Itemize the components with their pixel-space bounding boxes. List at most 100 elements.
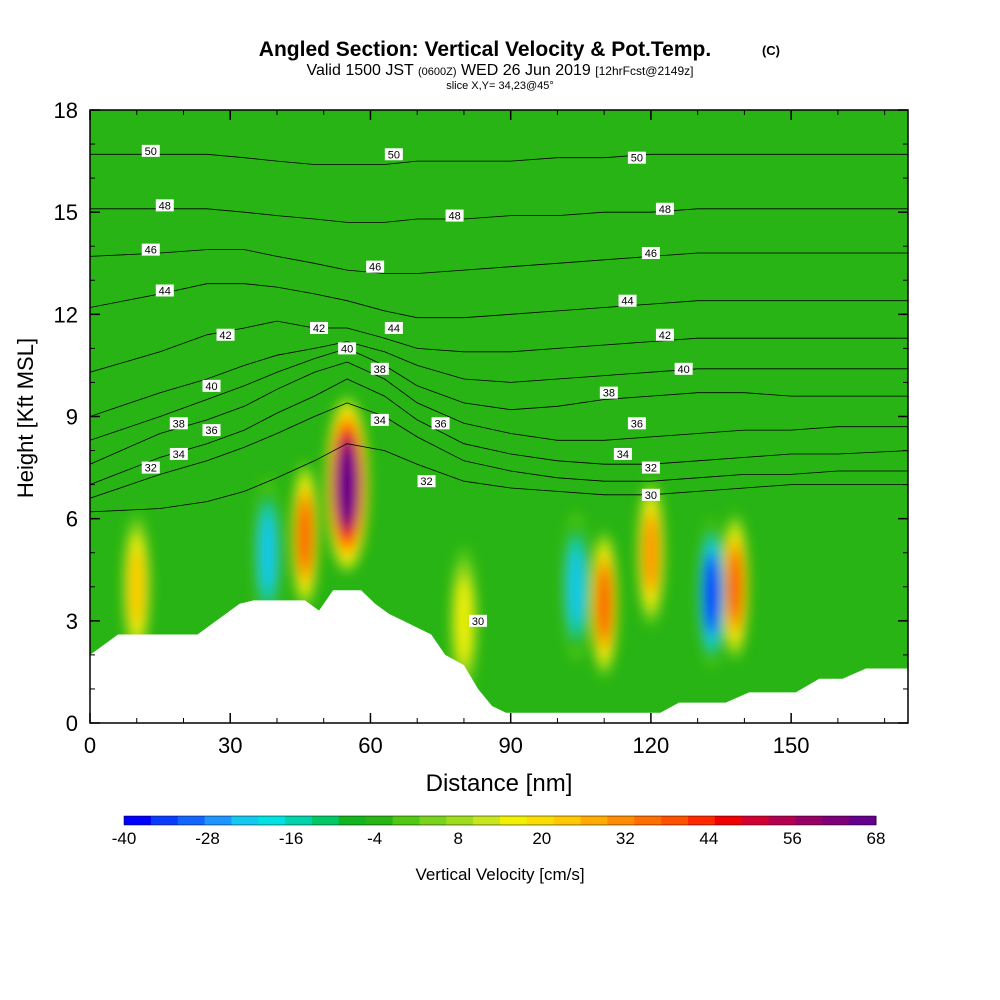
contour-label-text: 44	[388, 323, 400, 335]
contour-label-text: 36	[205, 425, 217, 437]
contour-label-box	[202, 379, 221, 392]
contour-label-box	[641, 488, 660, 501]
x-tick-label: 150	[773, 733, 810, 758]
contour-labels: 50 50 50 48 48 48 46 46 46 44 44 44 42 42 42 40 40 40 38 38…	[141, 144, 693, 628]
contour-label: 34	[169, 447, 188, 461]
contour-label-text: 50	[631, 153, 643, 165]
colorbar-swatch	[688, 816, 716, 825]
contour-label-box	[202, 424, 221, 437]
contour-label-text: 42	[313, 323, 325, 335]
contour-label-text: 32	[645, 463, 657, 475]
valid-time-line: Valid 1500 JST (0600Z) WED 26 Jun 2019 […	[306, 62, 693, 79]
colorbar-swatch	[580, 816, 608, 825]
velocity-cell	[337, 447, 357, 522]
contour-label: 48	[445, 209, 464, 223]
x-axis-label: Distance [nm]	[426, 770, 573, 797]
isentrope-line	[90, 283, 908, 319]
contour-label-box	[366, 260, 385, 273]
colorbar-swatch	[312, 816, 340, 825]
valid-utc: (0600Z)	[418, 66, 457, 78]
isentrope-line	[90, 208, 908, 223]
colorbar-swatch	[392, 816, 420, 825]
colorbar-tick-label: -16	[279, 829, 304, 848]
contour-label: 38	[370, 362, 389, 376]
contour-label: 32	[141, 461, 160, 475]
contour-label: 34	[370, 413, 389, 427]
velocity-cell	[568, 548, 584, 626]
colorbar-swatch	[741, 816, 770, 825]
contour-label-box	[445, 209, 464, 222]
colorbar-swatch	[553, 816, 582, 825]
contour-label-text: 42	[219, 330, 231, 342]
colorbar-swatch	[607, 816, 635, 825]
contour-label-text: 50	[145, 146, 157, 158]
colorbar-tick-label: 68	[867, 829, 886, 848]
contour-label-text: 30	[645, 490, 657, 502]
contour-label-box	[141, 243, 160, 256]
contour-label-text: 34	[617, 449, 629, 461]
colorbar-tick-label: 44	[699, 829, 718, 848]
slice-info: slice X,Y= 34,23@45°	[446, 80, 554, 92]
contour-label: 46	[366, 260, 385, 274]
velocity-cell	[129, 548, 144, 626]
contour-label-box	[655, 202, 674, 215]
contour-label-box	[384, 148, 403, 161]
colorbar-tick-label: 20	[532, 829, 551, 848]
contour-label: 36	[431, 417, 450, 430]
y-tick-label: 3	[66, 609, 78, 634]
y-tick-label: 18	[54, 98, 78, 123]
contour-label-box	[431, 417, 450, 430]
contour-label: 50	[141, 144, 160, 158]
contour-label: 38	[169, 417, 188, 430]
velocity-cell	[597, 569, 611, 639]
contour-label: 44	[384, 321, 403, 335]
contour-label-box	[618, 294, 637, 307]
contour-label-text: 40	[678, 364, 690, 376]
contour-label-box	[674, 362, 693, 375]
isentrope-line	[90, 443, 908, 513]
contour-label-text: 34	[173, 449, 185, 461]
contour-label-text: 36	[631, 418, 643, 430]
colorbar-swatch	[231, 816, 259, 825]
colorbar-tick-label: 8	[453, 829, 462, 848]
contour-label-text: 36	[434, 418, 446, 430]
contour-label-text: 46	[645, 248, 657, 260]
contour-label-box	[370, 362, 389, 375]
colorbar-frame	[123, 815, 877, 826]
contour-label-text: 46	[369, 262, 381, 274]
contour-label: 30	[641, 488, 660, 502]
contour-label: 48	[155, 199, 174, 212]
contour-label-box	[155, 199, 174, 212]
contour-label: 42	[655, 328, 674, 342]
contour-label: 36	[627, 417, 646, 430]
x-tick-label: 0	[84, 733, 96, 758]
colorbar-swatch	[714, 816, 743, 825]
contour-label: 32	[417, 475, 436, 488]
colorbar-swatch	[177, 816, 206, 825]
velocity-cell	[728, 552, 742, 622]
contour-label-box	[141, 144, 160, 157]
contour-label-box	[641, 461, 660, 474]
contour-label-box	[370, 413, 389, 426]
contour-label: 44	[618, 294, 637, 308]
chart-title: Angled Section: Vertical Velocity & Pot.…	[259, 38, 711, 61]
colorbar-swatch	[285, 816, 313, 825]
y-axis-label: Height [Kft MSL]	[13, 338, 38, 498]
colorbar-tick-label: 32	[616, 829, 635, 848]
contour-label-text: 38	[603, 388, 615, 400]
plot-area: 50 50 50 48 48 48 46 46 46 44 44 44 42 42 42 40 40 40 38 38…	[90, 110, 908, 723]
forecast-info: [12hrFcst@2149z]	[595, 64, 693, 78]
contour-label: 40	[202, 379, 221, 393]
colorbar-swatch	[258, 816, 286, 825]
contour-label: 34	[613, 447, 632, 461]
contour-label-box	[599, 386, 618, 399]
contour-label-text: 48	[448, 211, 460, 223]
colorbar: -40 -28 -16 -4 8 20 32 44 56 68	[112, 815, 886, 848]
contour-label-box	[141, 461, 160, 474]
contour-label-text: 38	[173, 418, 185, 430]
colorbar-swatch	[365, 816, 394, 825]
contour-label-box	[216, 328, 235, 341]
colorbar-tick-label: -4	[367, 829, 382, 848]
colorbar-tick-label: -40	[112, 829, 137, 848]
x-tick-label: 120	[633, 733, 670, 758]
